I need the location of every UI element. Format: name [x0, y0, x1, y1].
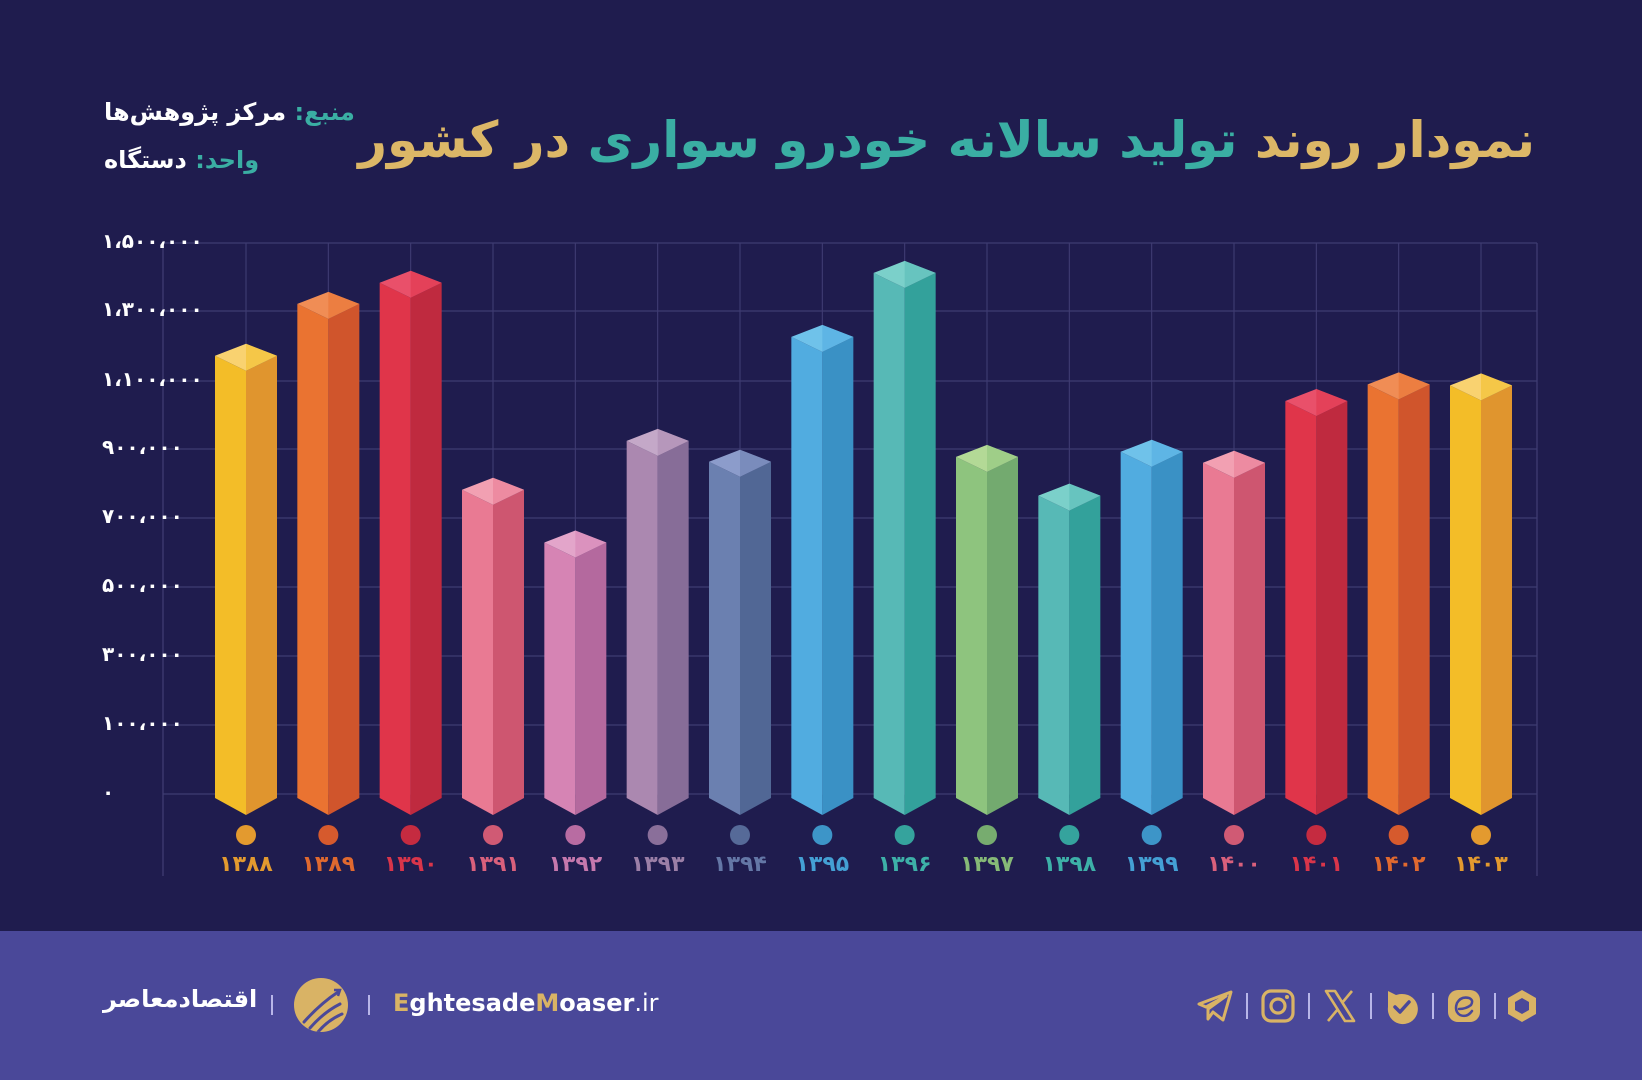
bar-1399	[1120, 439, 1183, 845]
x-tick-label: ۱۳۹۳	[630, 852, 685, 877]
y-tick-label: ۰	[102, 780, 115, 804]
source-value: مرکز پژوهش‌ها	[104, 98, 295, 126]
x-tick-label: ۱۳۹۰	[383, 852, 438, 877]
legend-dot	[894, 825, 915, 845]
y-tick-label: ۷۰۰،۰۰۰	[102, 504, 183, 528]
legend-dot	[1141, 825, 1162, 845]
brand-logo-icon	[294, 978, 348, 1032]
divider	[1432, 993, 1434, 1019]
bar-1390	[379, 270, 442, 845]
legend-dot	[483, 825, 503, 845]
telegram-icon[interactable]	[1196, 987, 1234, 1025]
source-label: منبع:	[294, 98, 355, 126]
x-tick-label: ۱۳۹۷	[960, 852, 1014, 877]
y-tick-label: ۹۰۰،۰۰۰	[102, 435, 183, 459]
x-tick-label: ۱۳۸۸	[219, 852, 273, 877]
legend-dot	[1471, 825, 1491, 845]
eitaa-icon[interactable]	[1445, 987, 1483, 1025]
bar-1392	[544, 530, 607, 845]
website-text-part: ghtesade	[409, 989, 536, 1017]
x-tick-label: ۱۴۰۱	[1289, 852, 1344, 877]
bar-1389	[297, 291, 360, 845]
rubika-icon[interactable]	[1503, 987, 1541, 1025]
title-part-2: تولید سالانه خودرو سواری	[570, 111, 1255, 169]
x-tick-label: ۱۳۹۴	[713, 852, 767, 877]
legend-dot	[318, 825, 339, 845]
legend-dot	[1059, 825, 1080, 845]
x-tick-label: ۱۳۸۹	[301, 852, 356, 877]
bar-1391	[462, 477, 524, 845]
website-text-part: E	[393, 989, 410, 1017]
x-tick-label: ۱۳۹۶	[877, 852, 932, 877]
legend-dot	[812, 825, 833, 845]
title-part-3: در کشور	[358, 111, 572, 169]
legend-dot	[1388, 825, 1409, 845]
bar-1393	[626, 428, 689, 845]
brand-name-fa: اقتصادمعاصر	[103, 985, 258, 1013]
y-tick-label: ۱،۳۰۰،۰۰۰	[102, 297, 203, 321]
bar-1400	[1203, 450, 1265, 845]
bar-1396	[873, 260, 936, 845]
website-link[interactable]: EghtesadeMoaser.ir	[393, 989, 659, 1017]
x-tick-label: ۱۳۹۲	[548, 852, 603, 877]
y-tick-label: ۳۰۰،۰۰۰	[102, 642, 183, 666]
website-text-part: oaser	[559, 989, 635, 1017]
bale-icon[interactable]	[1383, 987, 1421, 1025]
legend-dot	[730, 825, 750, 845]
divider	[1370, 993, 1372, 1019]
divider	[1246, 993, 1248, 1019]
x-tick-label: ۱۳۹۹	[1124, 852, 1179, 877]
legend-dot	[400, 825, 421, 845]
legend-dot	[565, 825, 586, 845]
source-line: منبع: مرکز پژوهش‌ها	[104, 98, 355, 126]
footer: اقتصادمعاصر EghtesadeMoaser.ir	[0, 931, 1642, 1080]
x-tick-label: ۱۳۹۵	[795, 852, 850, 877]
x-tick-label: ۱۴۰۰	[1207, 852, 1261, 877]
instagram-icon[interactable]	[1259, 987, 1297, 1025]
y-tick-label: ۵۰۰،۰۰۰	[102, 573, 183, 597]
y-tick-label: ۱،۵۰۰،۰۰۰	[102, 229, 203, 253]
legend-dot	[236, 825, 256, 845]
legend-dot	[977, 825, 997, 845]
divider	[1494, 993, 1496, 1019]
legend-dot	[1306, 825, 1327, 845]
x-tick-label: ۱۴۰۲	[1371, 852, 1426, 877]
unit-label: واحد:	[195, 146, 260, 174]
bar-chart	[162, 242, 1538, 876]
website-text-part: M	[535, 989, 560, 1017]
bar-1402	[1367, 372, 1430, 845]
x-tick-label: ۱۳۹۸	[1042, 852, 1097, 877]
page-title: نمودار روند تولید سالانه خودرو سواری در …	[358, 105, 1537, 175]
bar-1401	[1285, 389, 1348, 845]
bar-1395	[791, 324, 854, 845]
website-text-part: .ir	[634, 989, 659, 1017]
unit-line: واحد: دستگاه	[104, 146, 259, 174]
bar-1388	[215, 343, 277, 845]
bar-1398	[1038, 483, 1101, 845]
x-tick-label: ۱۴۰۳	[1454, 852, 1508, 877]
bar-1397	[956, 444, 1018, 845]
legend-dot	[647, 825, 668, 845]
title-part-1: نمودار روند	[1254, 111, 1537, 169]
bar-1394	[709, 449, 771, 845]
y-tick-label: ۱۰۰،۰۰۰	[102, 711, 183, 735]
legend-dot	[1224, 825, 1244, 845]
divider	[1308, 993, 1310, 1019]
x-icon[interactable]	[1321, 987, 1359, 1025]
unit-value: دستگاه	[104, 146, 196, 174]
divider	[271, 995, 273, 1015]
y-tick-label: ۱،۱۰۰،۰۰۰	[102, 367, 203, 391]
divider	[368, 995, 370, 1015]
bar-1403	[1450, 373, 1512, 845]
x-tick-label: ۱۳۹۱	[466, 852, 520, 877]
